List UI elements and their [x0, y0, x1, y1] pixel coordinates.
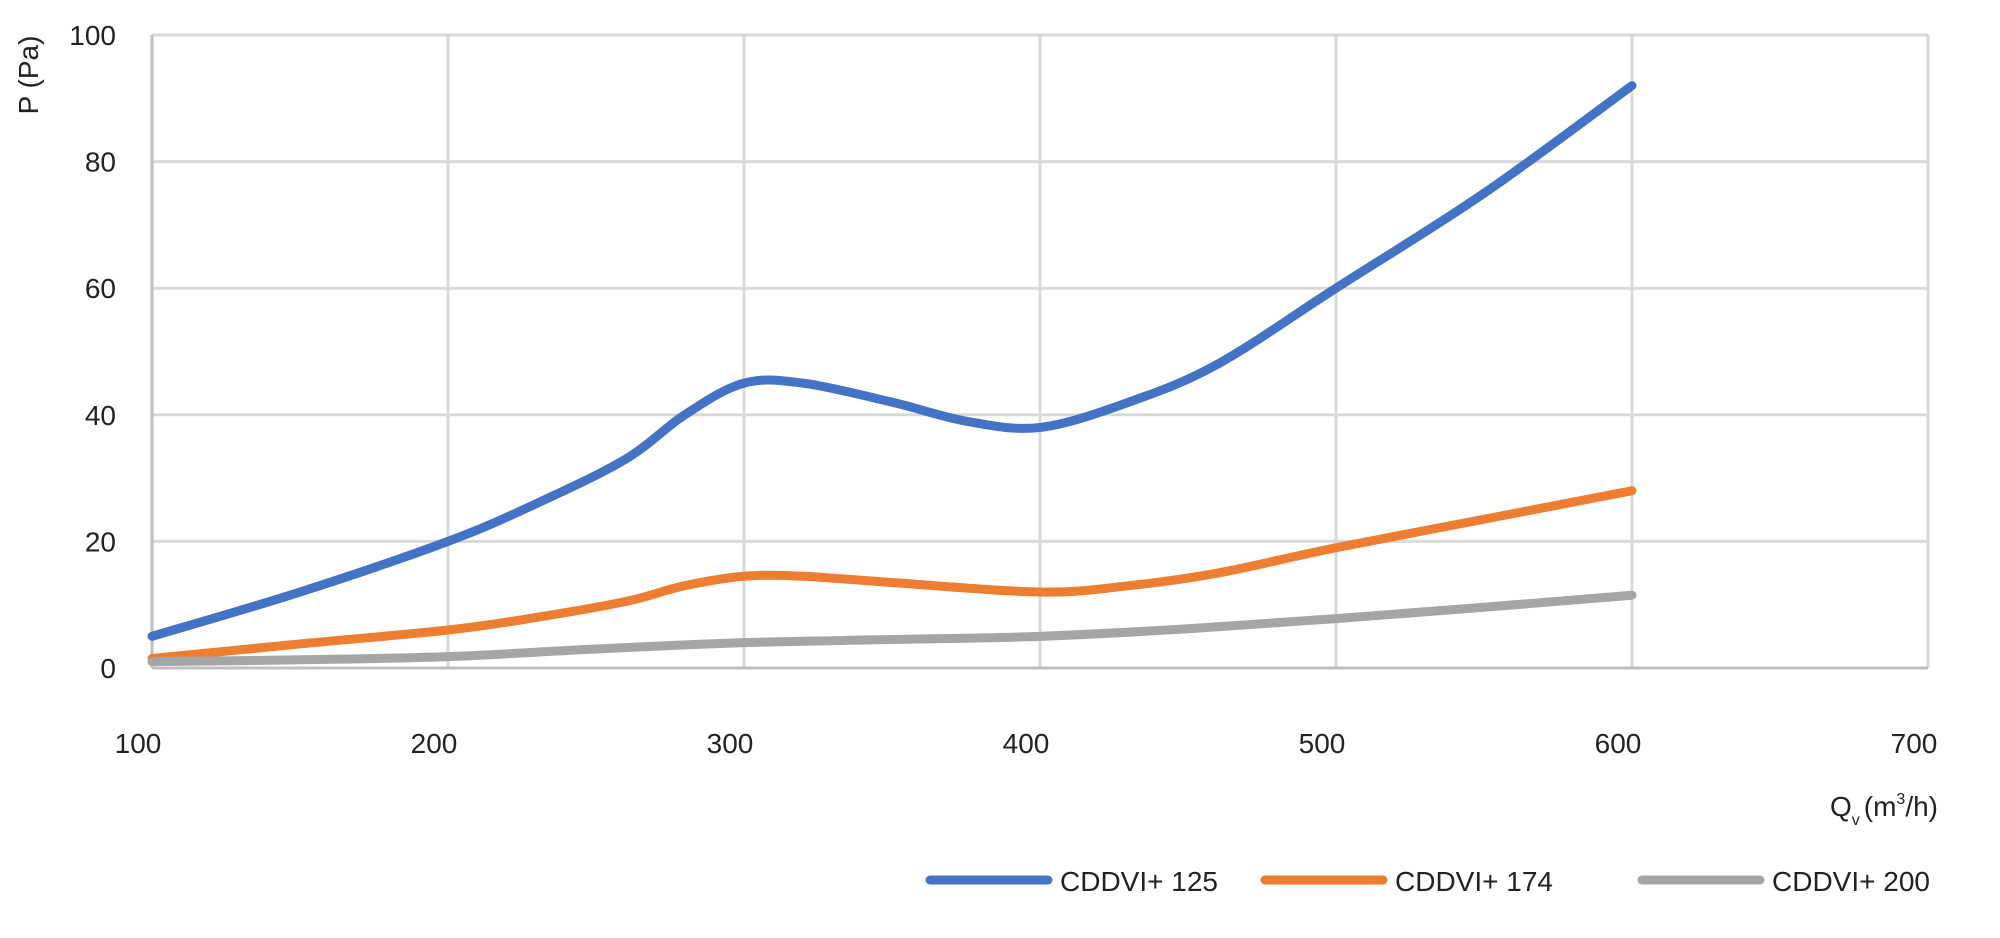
y-axis-title: P (Pa): [13, 36, 44, 115]
series-line-2: [147, 486, 1637, 664]
y-tick-label: 60: [85, 273, 116, 304]
series-line-3: [147, 590, 1637, 667]
x-tick-label: 200: [411, 728, 458, 759]
y-tick-label: 20: [85, 526, 116, 557]
x-tick-label: 400: [1003, 728, 1050, 759]
y-tick-label: 80: [85, 147, 116, 178]
x-tick-label: 700: [1891, 728, 1938, 759]
legend-label: CDDVI+ 200: [1772, 866, 1930, 897]
y-tick-label: 0: [100, 653, 116, 684]
legend-item-3: CDDVI+ 200: [1637, 866, 1930, 897]
x-tick-label: 300: [707, 728, 754, 759]
grid-lines: [150, 33, 1930, 670]
x-axis-title: Qv (m3/h): [1830, 791, 1938, 829]
legend: CDDVI+ 125 CDDVI+ 174 CDDVI+ 200: [925, 866, 1930, 897]
tick-labels: 0 20 40 60 80 100 100 200 300 400 500 600 700: [69, 20, 1937, 759]
legend-label: CDDVI+ 174: [1395, 866, 1553, 897]
legend-item-2: CDDVI+ 174: [1260, 866, 1553, 897]
legend-item-1: CDDVI+ 125: [925, 866, 1218, 897]
legend-label: CDDVI+ 125: [1060, 866, 1218, 897]
x-tick-label: 600: [1595, 728, 1642, 759]
series-line-1: [147, 81, 1637, 641]
y-tick-label: 40: [85, 400, 116, 431]
y-tick-label: 100: [69, 20, 116, 51]
x-tick-label: 100: [115, 728, 162, 759]
x-tick-label: 500: [1299, 728, 1346, 759]
series-lines: [147, 81, 1637, 667]
